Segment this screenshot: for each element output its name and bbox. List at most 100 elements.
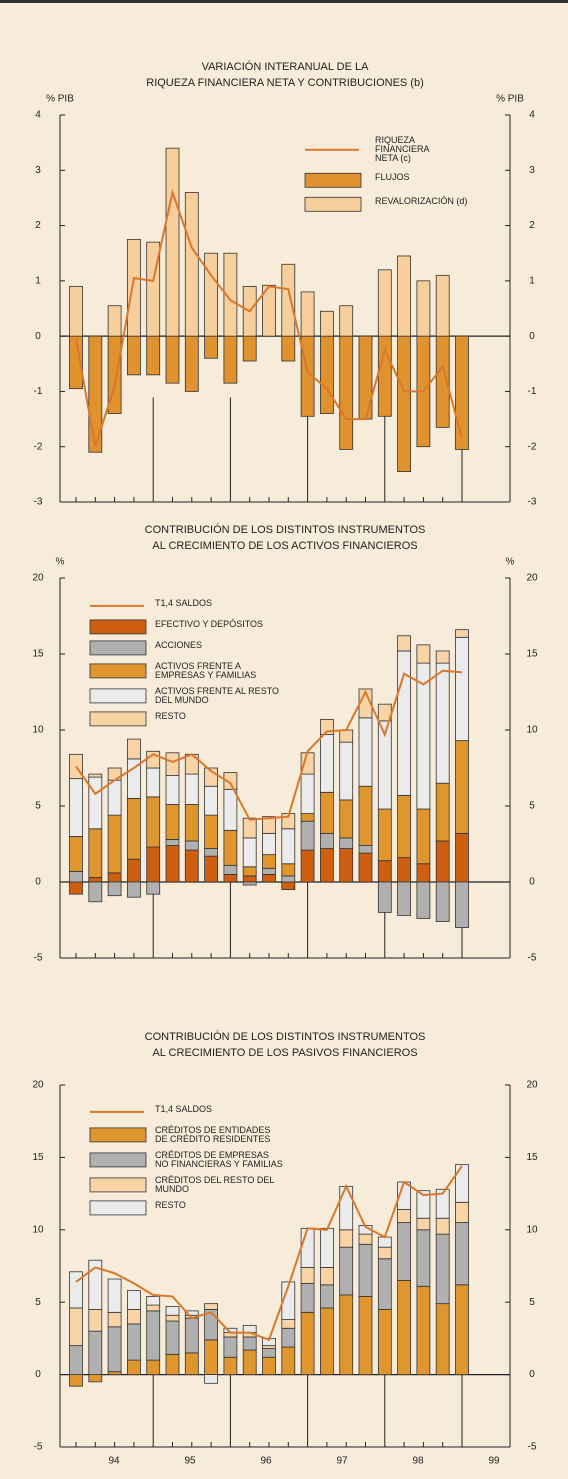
- legend-swatch: [89, 619, 147, 635]
- bar: [455, 1284, 469, 1375]
- y-tick-label: 20: [32, 1080, 44, 1091]
- bar: [262, 1345, 276, 1349]
- y2-tick-label: 5: [529, 801, 535, 812]
- y2-tick-label: 15: [526, 649, 538, 660]
- bar: [377, 1236, 392, 1248]
- bar: [377, 1258, 392, 1310]
- bar: [242, 335, 257, 362]
- bar: [204, 1303, 219, 1310]
- y-tick-label: 10: [32, 725, 44, 736]
- legend-swatch: [304, 172, 362, 188]
- bar: [339, 335, 354, 450]
- y-tick-label: 3: [35, 165, 41, 176]
- bar: [455, 629, 469, 638]
- y2-tick-label: 15: [526, 1152, 538, 1163]
- bar: [127, 1309, 141, 1325]
- bar: [242, 837, 257, 868]
- bar: [416, 1229, 431, 1287]
- bar: [69, 881, 83, 895]
- bar: [262, 854, 276, 869]
- bar: [204, 1339, 219, 1376]
- bar: [69, 1374, 83, 1387]
- legend-swatch: [89, 640, 147, 656]
- bar: [146, 1304, 161, 1312]
- bar: [223, 772, 238, 790]
- legend-label: ACCIONES: [155, 639, 203, 650]
- x-year-label: 95: [184, 1456, 196, 1467]
- bar: [223, 1356, 238, 1375]
- bar: [339, 1185, 354, 1231]
- bar: [416, 881, 431, 919]
- bar: [146, 796, 161, 848]
- bar: [69, 1345, 83, 1376]
- y2-tick-label: 20: [526, 573, 538, 584]
- legend-swatch: [304, 196, 362, 212]
- legend-label: T1,4 SALDOS: [155, 1103, 213, 1114]
- bar: [242, 866, 257, 877]
- bar: [358, 852, 373, 883]
- y2-tick-label: 10: [526, 725, 538, 736]
- bar: [88, 828, 103, 878]
- bar: [165, 845, 180, 883]
- bar: [300, 1267, 315, 1284]
- bar: [204, 1374, 219, 1384]
- y2-tick-label: 4: [529, 110, 535, 121]
- bar: [88, 1309, 103, 1332]
- bar: [300, 291, 315, 337]
- bar: [184, 191, 199, 337]
- bar: [281, 875, 296, 883]
- bar: [455, 740, 469, 834]
- x-year-label: 98: [412, 1456, 424, 1467]
- bar: [262, 1356, 276, 1375]
- line: [75, 188, 463, 448]
- bar: [455, 335, 469, 450]
- bar: [262, 867, 276, 875]
- bar: [127, 738, 141, 760]
- y-tick-label: -3: [34, 497, 43, 508]
- legend-swatch: [89, 1200, 147, 1216]
- bar: [184, 335, 199, 392]
- y-tick-label: 1: [35, 275, 41, 286]
- bar: [127, 881, 141, 898]
- x-year-label: 94: [108, 1456, 120, 1467]
- bar: [300, 1227, 315, 1268]
- chart-title: AL CRECIMIENTO DE LOS ACTIVOS FINANCIERO…: [152, 540, 417, 552]
- bar: [339, 729, 354, 743]
- bar: [88, 881, 103, 903]
- bar: [107, 881, 122, 897]
- bar: [281, 1319, 296, 1329]
- y2-tick-label: 0: [529, 331, 535, 342]
- bar: [377, 1309, 392, 1375]
- bar: [455, 1222, 469, 1286]
- bar: [165, 1320, 180, 1355]
- bar: [88, 773, 103, 778]
- bar: [223, 335, 238, 384]
- bar: [319, 832, 334, 849]
- bar: [165, 147, 180, 337]
- bar: [300, 849, 315, 883]
- bar: [281, 881, 296, 890]
- legend-swatch: [89, 1177, 147, 1193]
- chart-title: VARIACIÓN INTERANUAL DE LA: [202, 60, 370, 73]
- bar: [358, 717, 373, 787]
- bar: [300, 773, 315, 815]
- y-tick-label: 4: [35, 110, 41, 121]
- bar: [397, 335, 412, 472]
- bar: [127, 1290, 141, 1310]
- legend-label: ACTIVOS FRENTE A EMPRESAS Y FAMILIAS: [155, 660, 257, 680]
- bar: [319, 335, 334, 414]
- bar: [242, 1349, 257, 1376]
- x-year-label: 96: [260, 1456, 272, 1467]
- bar: [146, 1359, 161, 1375]
- bar: [69, 870, 83, 883]
- y2-tick-label: 10: [526, 1224, 538, 1235]
- bar: [127, 1323, 141, 1361]
- bar: [416, 808, 431, 865]
- bar: [146, 881, 161, 895]
- bar: [69, 778, 83, 837]
- y-tick-label: 5: [35, 1297, 41, 1308]
- bar: [397, 255, 412, 337]
- bar: [146, 1296, 161, 1306]
- y2-tick-label: -1: [528, 386, 537, 397]
